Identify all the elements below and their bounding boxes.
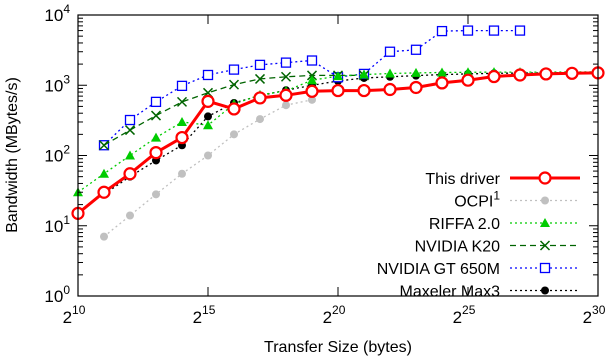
x-axis-label: Transfer Size (bytes) xyxy=(264,339,412,356)
legend-entry: NVIDIA GT 650M xyxy=(377,261,580,278)
data-point xyxy=(150,96,162,108)
data-point xyxy=(514,25,526,36)
data-point xyxy=(411,67,421,77)
data-point xyxy=(123,167,137,181)
data-point xyxy=(228,79,240,90)
data-point xyxy=(178,169,186,178)
data-point xyxy=(201,94,215,108)
data-layer xyxy=(71,25,605,241)
legend-label: Maxeler Max3 xyxy=(400,284,501,301)
data-point xyxy=(462,25,474,36)
series-line xyxy=(77,71,598,193)
legend-entry: RIFFA 2.0 xyxy=(429,216,580,233)
data-point xyxy=(175,130,189,145)
data-point xyxy=(280,71,292,82)
data-point xyxy=(539,67,553,81)
data-point xyxy=(409,80,423,95)
y-axis-label: Bandwidth (MBytes/s) xyxy=(4,77,21,233)
data-point xyxy=(333,71,343,81)
series-1 xyxy=(100,95,316,241)
data-point xyxy=(176,80,188,92)
data-point xyxy=(230,130,238,139)
legend-entry: This driver xyxy=(425,171,580,188)
data-point xyxy=(176,96,188,107)
axis-layer: 100 101 102 103 104 210 215 220 225 230 xyxy=(44,2,605,327)
data-point xyxy=(280,57,292,68)
data-point xyxy=(435,76,449,90)
data-point xyxy=(385,68,395,78)
data-point xyxy=(151,132,161,142)
data-point xyxy=(254,73,266,84)
legend-label: NVIDIA K20 xyxy=(415,239,500,256)
data-point xyxy=(126,211,134,220)
y-tick-label: 102 xyxy=(44,143,70,166)
data-point xyxy=(384,46,396,57)
legend-swatch-marker xyxy=(541,196,549,205)
x-tick-label: 220 xyxy=(323,303,346,327)
data-point xyxy=(99,168,109,178)
y-tick-label: 100 xyxy=(44,283,70,306)
x-tick-label: 230 xyxy=(583,303,606,327)
data-point xyxy=(124,125,136,136)
data-point xyxy=(461,73,475,87)
legend-swatch-marker xyxy=(539,240,551,251)
data-point xyxy=(253,91,267,105)
legend-entry: NVIDIA K20 xyxy=(415,239,580,256)
x-tick-label: 210 xyxy=(63,303,86,327)
y-tick-label: 104 xyxy=(44,2,70,25)
data-point xyxy=(125,150,135,160)
data-point xyxy=(204,112,212,121)
legend-swatch-marker xyxy=(540,218,550,227)
data-point xyxy=(149,145,163,160)
data-point xyxy=(256,115,264,124)
data-point xyxy=(383,82,397,97)
data-point xyxy=(177,116,187,126)
data-point xyxy=(436,25,448,37)
data-point xyxy=(282,101,290,110)
data-point xyxy=(307,75,317,85)
data-point xyxy=(437,67,447,77)
series-0 xyxy=(71,66,605,220)
data-point xyxy=(488,25,500,36)
data-point xyxy=(98,140,110,151)
legend-label: OCPI1 xyxy=(454,189,500,211)
data-point xyxy=(227,102,241,116)
legend-entry: OCPI1 xyxy=(454,189,580,211)
data-point xyxy=(331,83,345,98)
x-tick-label: 225 xyxy=(453,303,476,327)
y-tick-label: 103 xyxy=(44,72,70,95)
legend-swatch-marker xyxy=(541,286,549,295)
x-tick-label: 215 xyxy=(193,303,216,327)
data-point xyxy=(463,67,473,77)
data-point xyxy=(97,185,111,199)
y-tick-label: 101 xyxy=(44,213,70,236)
data-point xyxy=(204,151,212,160)
legend-swatch-marker xyxy=(538,171,552,185)
data-point xyxy=(357,83,371,98)
data-point xyxy=(254,59,266,71)
legend-swatch-marker xyxy=(539,262,551,274)
legend-entry: Maxeler Max3 xyxy=(400,284,580,301)
data-point xyxy=(359,69,369,79)
data-point xyxy=(565,66,579,80)
data-point xyxy=(305,84,319,98)
data-point xyxy=(124,114,136,126)
legend-label: RIFFA 2.0 xyxy=(429,216,500,233)
data-point xyxy=(410,44,422,55)
data-point xyxy=(202,69,214,81)
legend-label: This driver xyxy=(425,171,500,188)
data-point xyxy=(279,88,293,102)
data-point xyxy=(306,55,318,66)
data-point xyxy=(100,232,108,241)
data-point xyxy=(487,69,501,84)
legend-label: NVIDIA GT 650M xyxy=(377,261,500,278)
data-point xyxy=(513,68,527,82)
data-point xyxy=(203,120,213,130)
data-point xyxy=(152,190,160,199)
data-point xyxy=(308,95,316,104)
data-point xyxy=(150,110,162,121)
data-point xyxy=(228,64,240,75)
